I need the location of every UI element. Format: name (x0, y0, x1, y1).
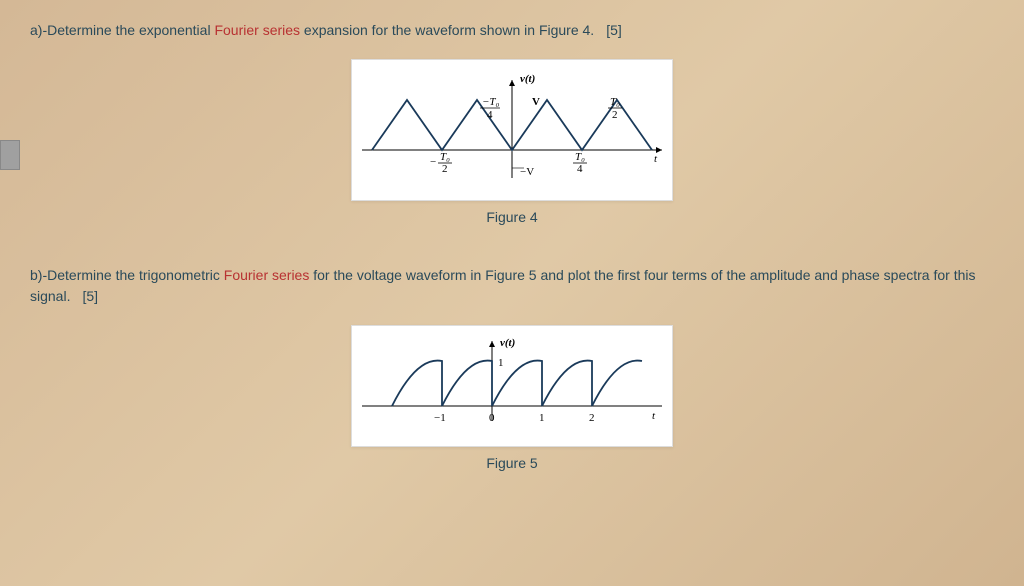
question-a: a)-Determine the exponential Fourier ser… (30, 20, 994, 41)
fig4-neg-T0-4: −T₀ (482, 96, 500, 108)
fig5-x-1: 1 (539, 412, 545, 424)
question-b-text-before: Determine the trigonometric (47, 267, 224, 283)
figure-5-svg: v(t) 1 −1 0 1 2 t (351, 325, 673, 447)
question-a-marks: [5] (606, 22, 622, 38)
fig4-pos-T0-4: T₀ (575, 151, 585, 163)
question-b-fourier: Fourier series (224, 267, 310, 283)
question-b-marks: [5] (82, 288, 98, 304)
fig5-ytick: 1 (498, 357, 504, 369)
fig4-vplus: V (532, 96, 540, 108)
fig5-ylabel: v(t) (500, 337, 515, 349)
svg-text:4: 4 (577, 163, 583, 175)
question-a-text-after: expansion for the waveform shown in Figu… (300, 22, 594, 38)
svg-text:4: 4 (487, 109, 493, 121)
fig4-t: t (654, 153, 658, 165)
document-content: a)-Determine the exponential Fourier ser… (0, 0, 1024, 531)
figure-4-caption: Figure 4 (30, 209, 994, 225)
fig5-waveform (392, 361, 642, 406)
fig5-x-0: 0 (489, 412, 495, 424)
fig4-pos-T0-2: T₀ (610, 96, 620, 108)
fig5-x-2: 2 (589, 412, 595, 424)
fig4-neg-T0-2: − (430, 156, 436, 168)
figure-5-caption: Figure 5 (30, 455, 994, 471)
svg-text:2: 2 (442, 163, 448, 175)
question-b-prefix: b)- (30, 267, 47, 283)
svg-text:T₀: T₀ (440, 151, 450, 163)
figure-4-svg: v(t) V −V t − T₀ 2 −T₀ 4 T₀ 4 T₀ 2 (351, 59, 673, 201)
svg-text:2: 2 (612, 109, 618, 121)
question-b: b)-Determine the trigonometric Fourier s… (30, 265, 994, 307)
fig4-ylabel: v(t) (520, 73, 535, 85)
question-a-text-before: Determine the exponential (47, 22, 214, 38)
fig5-x-neg1: −1 (434, 412, 446, 424)
question-a-fourier: Fourier series (214, 22, 300, 38)
question-a-prefix: a)- (30, 22, 47, 38)
fig5-t: t (652, 410, 656, 422)
